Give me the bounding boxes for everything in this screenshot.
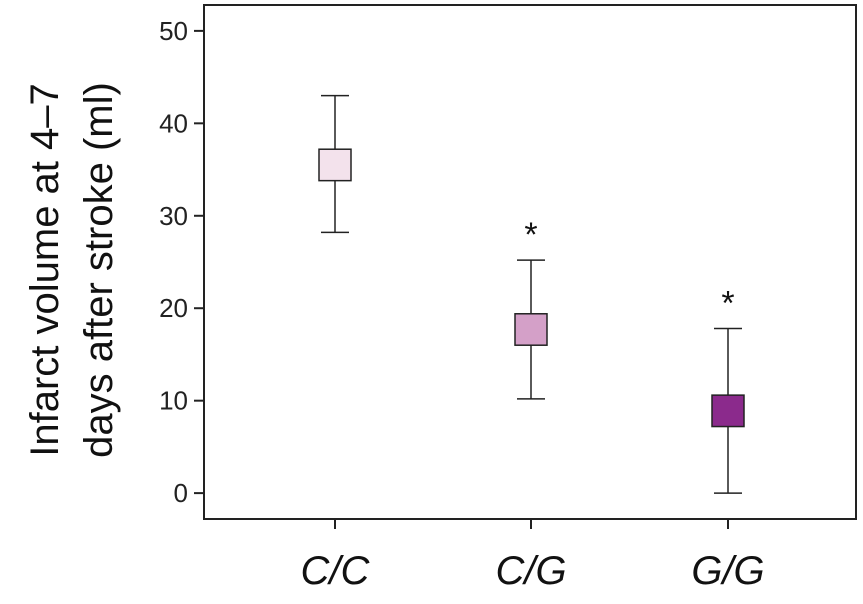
y-tick-label: 0 [174, 478, 188, 508]
box-rect [514, 313, 548, 346]
y-tick-label: 30 [159, 201, 188, 231]
x-category-label: G/G [691, 549, 764, 593]
box-rect [318, 148, 352, 182]
y-tick-label: 40 [159, 108, 188, 138]
significance-asterisk: * [524, 216, 537, 254]
y-axis-title-line2: days after stroke (ml) [77, 82, 121, 458]
box-rect [711, 394, 745, 428]
y-tick-label: 50 [159, 16, 188, 46]
plot-frame [203, 4, 857, 520]
x-category-label: C/C [301, 549, 371, 593]
x-axis: C/C C/G G/G [301, 519, 765, 593]
significance-asterisk: * [721, 285, 734, 323]
box-c-g: * [514, 216, 548, 400]
box-g-g: * [711, 285, 745, 494]
y-axis: 0 10 20 30 40 50 [159, 16, 204, 508]
y-axis-title: Infarct volume at 4–7 days after stroke … [23, 82, 121, 458]
box-c-c [318, 94, 352, 234]
y-axis-title-line1: Infarct volume at 4–7 [23, 83, 67, 457]
x-category-label: C/G [495, 549, 566, 593]
y-tick-label: 10 [159, 386, 188, 416]
boxes-layer: ** [318, 94, 745, 494]
y-tick-label: 20 [159, 293, 188, 323]
